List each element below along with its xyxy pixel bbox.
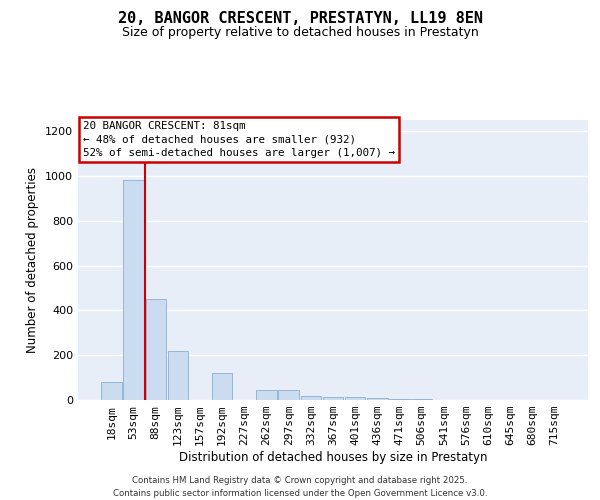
Bar xyxy=(301,396,321,400)
Bar xyxy=(323,396,343,400)
Bar xyxy=(167,350,188,400)
Bar xyxy=(278,390,299,400)
Text: 20, BANGOR CRESCENT, PRESTATYN, LL19 8EN: 20, BANGOR CRESCENT, PRESTATYN, LL19 8EN xyxy=(118,11,482,26)
Bar xyxy=(101,382,122,400)
Bar xyxy=(389,399,410,400)
Text: Contains HM Land Registry data © Crown copyright and database right 2025.
Contai: Contains HM Land Registry data © Crown c… xyxy=(113,476,487,498)
Bar xyxy=(212,373,232,400)
Bar xyxy=(345,398,365,400)
Text: 20 BANGOR CRESCENT: 81sqm
← 48% of detached houses are smaller (932)
52% of semi: 20 BANGOR CRESCENT: 81sqm ← 48% of detac… xyxy=(83,122,395,158)
Y-axis label: Number of detached properties: Number of detached properties xyxy=(26,167,40,353)
Bar xyxy=(256,390,277,400)
Bar xyxy=(146,299,166,400)
Bar xyxy=(367,398,388,400)
X-axis label: Distribution of detached houses by size in Prestatyn: Distribution of detached houses by size … xyxy=(179,451,487,464)
Text: Size of property relative to detached houses in Prestatyn: Size of property relative to detached ho… xyxy=(122,26,478,39)
Bar xyxy=(124,180,144,400)
